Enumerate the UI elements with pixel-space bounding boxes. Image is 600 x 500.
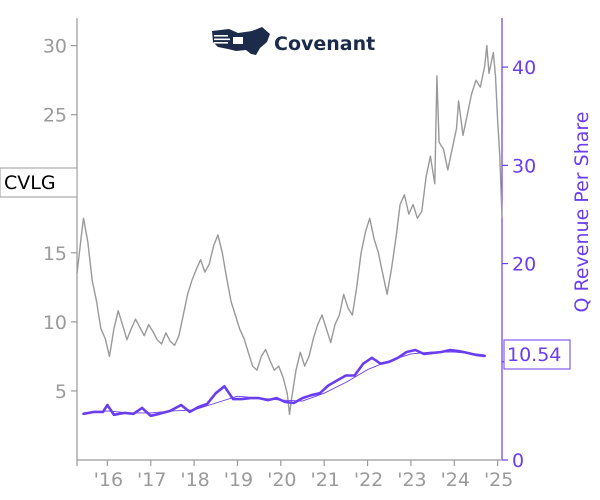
x-tick-label: '17 — [137, 469, 166, 491]
last-value-box: 10.54 — [503, 339, 571, 370]
series-layer — [76, 44, 503, 418]
right-tick-label: 20 — [512, 254, 536, 276]
x-tick-label: '16 — [94, 469, 123, 491]
x-tick-label: '18 — [180, 469, 209, 491]
company-logo: Covenant — [212, 27, 375, 55]
left-axis: 51015202530 — [43, 18, 78, 460]
x-tick-label: '23 — [397, 469, 426, 491]
left-tick-label: 25 — [43, 105, 67, 127]
left-tick-label: 30 — [43, 36, 67, 58]
x-tick-label: '25 — [484, 469, 513, 491]
right-axis-label: Q Revenue Per Share — [571, 112, 593, 313]
right-axis: 010203040 Q Revenue Per Share — [501, 18, 593, 472]
last-value-label: 10.54 — [507, 344, 561, 366]
right-tick-label: 40 — [512, 57, 536, 79]
last-value-frame — [503, 339, 571, 370]
left-tick-label: 10 — [43, 312, 67, 334]
x-tick-label: '24 — [441, 469, 470, 491]
left-tick-label: 5 — [55, 381, 67, 403]
x-tick-label: '19 — [224, 469, 253, 491]
right-tick-label: 0 — [512, 450, 524, 472]
ticker-box-frame — [0, 167, 78, 198]
ticker-box: CVLG — [0, 167, 78, 198]
x-tick-label: '21 — [310, 469, 339, 491]
ticker-symbol: CVLG — [4, 172, 56, 194]
x-axis-ticks: '16 '17 '18 '19 '20 '21 '22 '23 '24 '25 — [76, 460, 513, 491]
price-line — [76, 44, 503, 416]
left-tick-label: 15 — [43, 243, 67, 265]
revenue-line — [82, 348, 486, 418]
x-axis: '16 '17 '18 '19 '20 '21 '22 '23 '24 '25 — [76, 459, 513, 491]
logo-wordmark: Covenant — [274, 33, 375, 55]
x-tick-label: '20 — [267, 469, 296, 491]
right-tick-label: 30 — [512, 155, 536, 177]
truck-stripes-icon — [214, 35, 243, 44]
right-axis-ticks: 010203040 — [502, 57, 536, 472]
x-tick-label: '22 — [354, 469, 383, 491]
left-axis-ticks: 51015202530 — [43, 36, 77, 403]
